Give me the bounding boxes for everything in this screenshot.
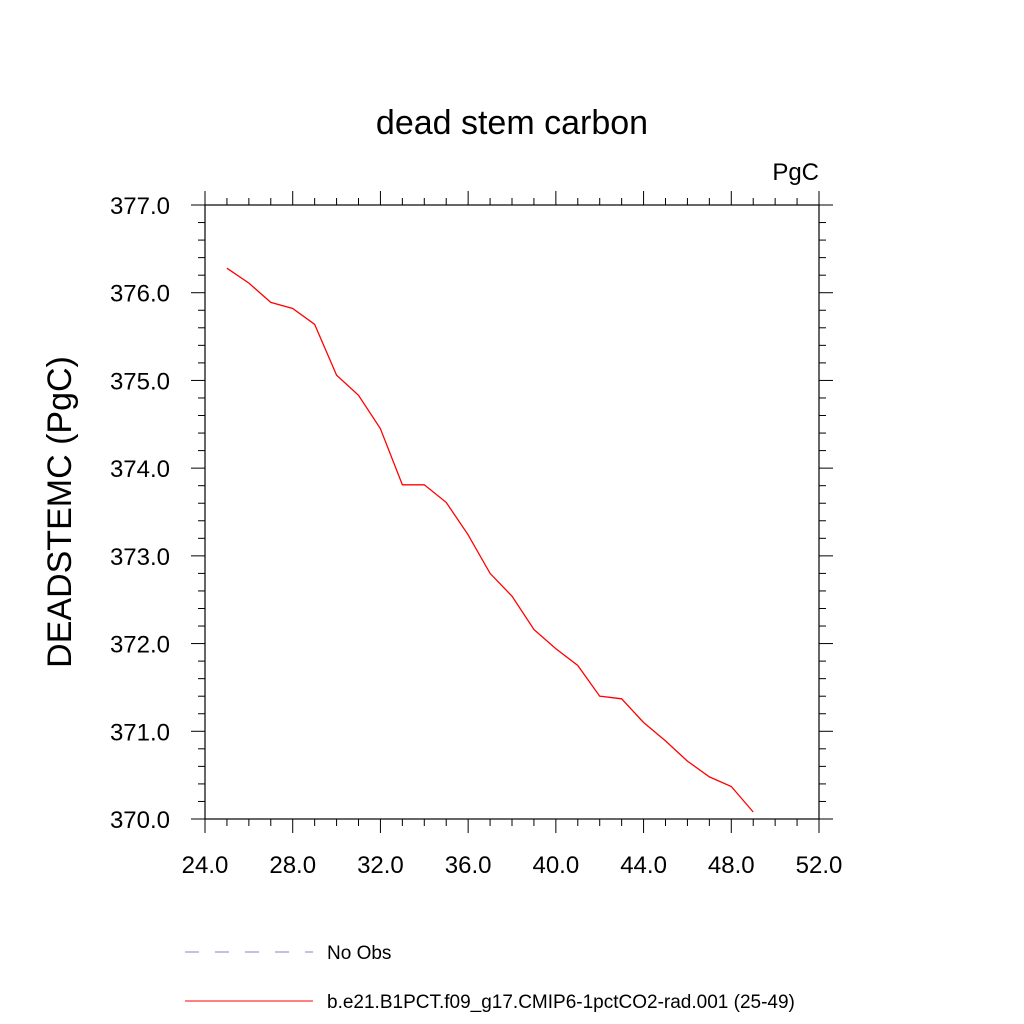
y-axis-label: DEADSTEMC (PgC)	[41, 356, 79, 668]
series-line	[226, 267, 754, 813]
axis-ticks	[191, 191, 833, 833]
y-tick-label: 375.0	[110, 368, 170, 395]
y-tick-label: 371.0	[110, 719, 170, 746]
y-tick-label: 374.0	[110, 456, 170, 483]
units-label: PgC	[772, 159, 819, 186]
x-tick-label: 52.0	[796, 852, 843, 879]
y-tick-label: 377.0	[110, 193, 170, 220]
y-tick-label: 372.0	[110, 632, 170, 659]
x-tick-label: 36.0	[445, 852, 492, 879]
x-tick-label: 28.0	[269, 852, 316, 879]
series-group	[226, 267, 754, 813]
x-tick-label: 32.0	[357, 852, 404, 879]
legend: No Obs b.e21.B1PCT.f09_g17.CMIP6-1pctCO2-…	[185, 943, 795, 1013]
x-tick-label: 48.0	[708, 852, 755, 879]
x-tick-label: 24.0	[182, 852, 229, 879]
x-tick-label: 40.0	[532, 852, 579, 879]
x-tick-label: 44.0	[620, 852, 667, 879]
chart-title: dead stem carbon	[376, 104, 648, 142]
plot-frame	[204, 204, 820, 820]
legend-label: No Obs	[327, 943, 391, 964]
tick-labels: 24.0 28.0 32.0 36.0 40.0 44.0 48.0 52.0 370.0 371…	[110, 193, 842, 879]
y-tick-label: 376.0	[110, 281, 170, 308]
y-tick-label: 373.0	[110, 544, 170, 571]
y-tick-label: 370.0	[110, 807, 170, 834]
legend-label: b.e21.B1PCT.f09_g17.CMIP6-1pctCO2-rad.00…	[327, 992, 795, 1013]
